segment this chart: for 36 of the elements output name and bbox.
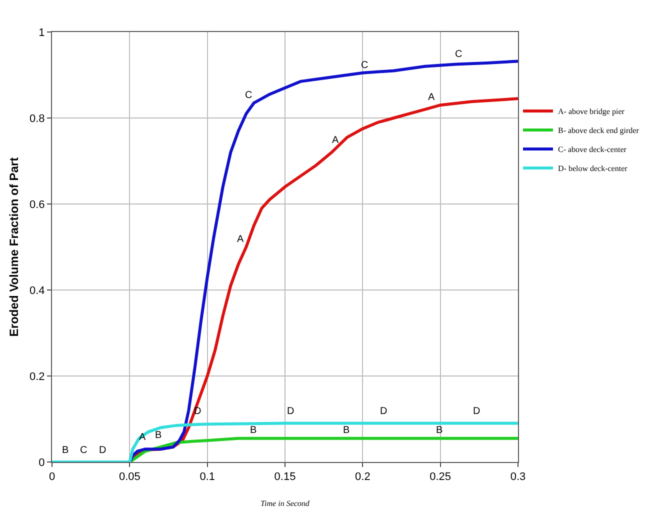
x-tick-label: 0.1 — [200, 471, 215, 484]
y-axis-title: Eroded Volume Fraction of Part — [6, 157, 21, 337]
x-tick-label: 0.25 — [430, 471, 452, 484]
annotation: D — [380, 406, 388, 417]
annotation: A — [237, 234, 244, 245]
y-tick-label: 0.6 — [30, 198, 45, 211]
x-tick-label: 0.2 — [355, 471, 370, 484]
line-series — [52, 422, 518, 462]
y-tick-label: 0.4 — [30, 284, 45, 297]
annotation: B — [250, 425, 257, 436]
annotation: B — [62, 445, 69, 456]
legend-label: C- above deck-center — [558, 145, 627, 154]
legend-label: A- above bridge pier — [558, 107, 625, 116]
annotation: D — [99, 445, 106, 456]
annotation: C — [80, 445, 88, 456]
x-tick-label: 0 — [48, 471, 56, 484]
x-axis-title: Time in Second — [260, 499, 310, 508]
legend-label: B- above deck end girder — [558, 126, 640, 136]
legend-label: D- below deck-center — [558, 164, 628, 174]
annotation: C — [361, 60, 368, 71]
annotation: B — [436, 425, 443, 436]
annotation: C — [455, 49, 462, 60]
annotation: A — [428, 92, 435, 103]
x-tick-label: 0.15 — [274, 471, 296, 484]
y-tick-label: 0 — [38, 456, 45, 469]
annotation: A — [332, 135, 339, 146]
annotation: D — [287, 406, 294, 417]
y-tick-label: 0.2 — [30, 370, 45, 383]
x-tick-label: 0.05 — [118, 471, 140, 484]
y-tick-label: 0.8 — [30, 112, 45, 125]
x-tick-label: 0.3 — [510, 471, 526, 484]
annotation: D — [473, 406, 480, 417]
annotation: B — [155, 430, 162, 441]
annotation: C — [245, 90, 252, 101]
annotation: B — [343, 425, 350, 436]
y-tick-label: 1 — [38, 26, 45, 39]
